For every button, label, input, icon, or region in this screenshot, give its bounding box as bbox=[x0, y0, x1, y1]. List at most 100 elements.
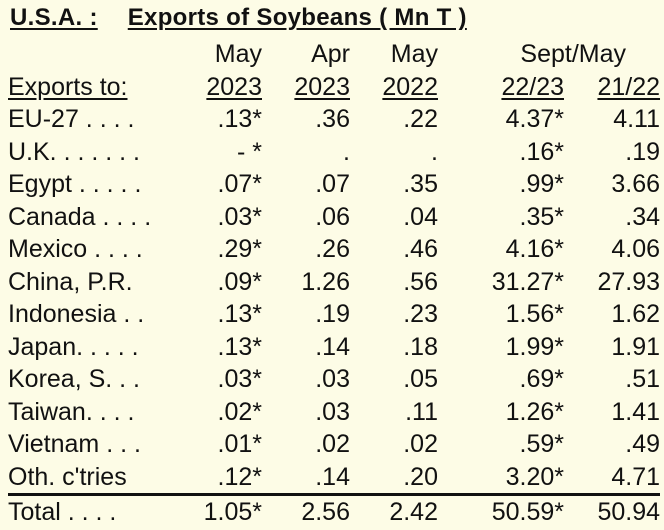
row-value: 27.93 bbox=[597, 267, 661, 296]
row-value: .12* bbox=[217, 462, 262, 491]
row-value: 1.91 bbox=[611, 332, 661, 361]
table-row: Egypt . . . . . .07* .07 .35 .99* 3.66 bbox=[8, 168, 660, 201]
table-row: Japan. . . . . .13* .14 .18 1.99* 1.91 bbox=[8, 331, 660, 364]
row-value: 3.20* bbox=[505, 462, 564, 491]
total-value: 50.94 bbox=[564, 493, 661, 529]
total-label: Total . . . . bbox=[8, 493, 170, 529]
row-value: 1.62 bbox=[611, 300, 661, 329]
row-value: .02 bbox=[315, 430, 350, 459]
table-row: EU-27 . . . . .13* .36 .22 4.37* 4.11 bbox=[8, 103, 660, 136]
total-value: 50.59* bbox=[438, 493, 564, 529]
table-row: China, P.R. .09* 1.26 .56 31.27* 27.93 bbox=[8, 266, 660, 299]
table-row: Korea, S. . . .03* .03 .05 .69* .51 bbox=[8, 363, 660, 396]
total-row: Total . . . . 1.05* 2.56 2.42 50.59* 50.… bbox=[8, 493, 661, 529]
row-value: 1.41 bbox=[611, 397, 661, 426]
row-value: 1.26* bbox=[505, 397, 564, 426]
row-value: .07 bbox=[315, 170, 350, 199]
header-month-1: May bbox=[214, 40, 262, 69]
row-value: .29* bbox=[217, 235, 262, 264]
row-value: .56 bbox=[403, 267, 438, 296]
row-value: 4.06 bbox=[611, 235, 661, 264]
header-blank bbox=[8, 38, 170, 71]
header-month-3: May bbox=[390, 40, 438, 69]
row-value: .07* bbox=[217, 170, 262, 199]
row-value: 31.27* bbox=[491, 267, 564, 296]
row-value: .46 bbox=[403, 235, 438, 264]
row-country: Canada . . . . bbox=[8, 202, 152, 231]
exports-table: May Apr May Sept/May Exports to: 2023 20… bbox=[8, 38, 661, 529]
header-exports-to: Exports to: bbox=[8, 72, 128, 101]
row-value: 3.66 bbox=[611, 170, 661, 199]
row-value: .06 bbox=[315, 202, 350, 231]
row-value: .59* bbox=[519, 430, 564, 459]
row-value: .26 bbox=[315, 235, 350, 264]
row-value: .18 bbox=[403, 332, 438, 361]
row-value: .03* bbox=[217, 202, 262, 231]
row-value: .19 bbox=[315, 300, 350, 329]
row-value: .13* bbox=[217, 332, 262, 361]
row-value: . bbox=[431, 137, 438, 166]
row-value: .99* bbox=[519, 170, 564, 199]
header-season-label: Sept/May bbox=[520, 40, 627, 69]
row-value: .16* bbox=[519, 137, 564, 166]
header-year-1: 2023 bbox=[206, 72, 262, 101]
header-year-4: 22/23 bbox=[501, 72, 564, 101]
row-value: 1.56* bbox=[505, 300, 564, 329]
header-month-2: Apr bbox=[311, 40, 350, 69]
table-row: Vietnam . . . .01* .02 .02 .59* .49 bbox=[8, 428, 660, 461]
row-value: .13* bbox=[217, 105, 262, 134]
row-country: Egypt . . . . . bbox=[8, 170, 142, 199]
row-value: .69* bbox=[519, 365, 564, 394]
row-value: .23 bbox=[403, 300, 438, 329]
header-season: Sept/May bbox=[438, 38, 660, 71]
row-value: .34 bbox=[625, 202, 661, 231]
header-year-5: 21/22 bbox=[597, 72, 661, 101]
row-country: Mexico . . . . bbox=[8, 235, 143, 264]
row-value: .03 bbox=[315, 365, 350, 394]
row-country: Japan. . . . . bbox=[8, 332, 139, 361]
row-value: .35 bbox=[403, 170, 438, 199]
row-country: Indonesia . . bbox=[8, 300, 145, 329]
row-value: .11 bbox=[405, 397, 438, 426]
table-row: Oth. c'tries .12* .14 .20 3.20* 4.71 bbox=[8, 461, 660, 495]
row-value: .05 bbox=[403, 365, 438, 394]
row-value: .20 bbox=[403, 462, 438, 491]
row-value: 1.26 bbox=[301, 267, 350, 296]
row-country: Vietnam . . . bbox=[8, 430, 141, 459]
row-country: U.K. . . . . . . bbox=[8, 137, 140, 166]
row-value: .19 bbox=[625, 137, 661, 166]
row-country: China, P.R. bbox=[8, 267, 133, 296]
total-value: 1.05* bbox=[170, 493, 262, 529]
row-value: 4.71 bbox=[611, 462, 661, 491]
row-value: .03* bbox=[217, 365, 262, 394]
row-value: .36 bbox=[315, 105, 350, 134]
header-year-2: 2023 bbox=[294, 72, 350, 101]
row-value: 4.16* bbox=[505, 235, 564, 264]
row-country: Korea, S. . . bbox=[8, 365, 141, 394]
table-row: Canada . . . . .03* .06 .04 .35* .34 bbox=[8, 201, 660, 234]
header-row-years: Exports to: 2023 2023 2022 22/23 21/22 bbox=[8, 71, 660, 104]
row-value: .14 bbox=[315, 332, 350, 361]
title-country: U.S.A. : bbox=[10, 4, 98, 31]
row-value: .49 bbox=[625, 430, 661, 459]
row-value: .13* bbox=[217, 300, 262, 329]
title-text: Exports of Soybeans ( Mn T ) bbox=[127, 4, 467, 31]
page-title: U.S.A. : Exports of Soybeans ( Mn T ) bbox=[10, 4, 467, 32]
table-row: Mexico . . . . .29* .26 .46 4.16* 4.06 bbox=[8, 233, 660, 266]
row-value: .02 bbox=[403, 430, 438, 459]
row-value: 1.99* bbox=[505, 332, 564, 361]
row-country: Taiwan. . . . bbox=[8, 397, 135, 426]
row-value: .03 bbox=[315, 397, 350, 426]
row-value: .02* bbox=[217, 397, 262, 426]
total-value: 2.56 bbox=[262, 493, 350, 529]
row-value: .09* bbox=[217, 267, 262, 296]
row-value: .04 bbox=[403, 202, 438, 231]
table-row: Taiwan. . . . .02* .03 .11 1.26* 1.41 bbox=[8, 396, 660, 429]
table-row: Indonesia . . .13* .19 .23 1.56* 1.62 bbox=[8, 298, 660, 331]
row-country: Oth. c'tries bbox=[8, 462, 127, 491]
row-value: .35* bbox=[519, 202, 564, 231]
total-value: 2.42 bbox=[350, 493, 438, 529]
row-value: .14 bbox=[315, 462, 350, 491]
row-value: - * bbox=[237, 137, 262, 166]
row-value: 4.37* bbox=[505, 105, 564, 134]
